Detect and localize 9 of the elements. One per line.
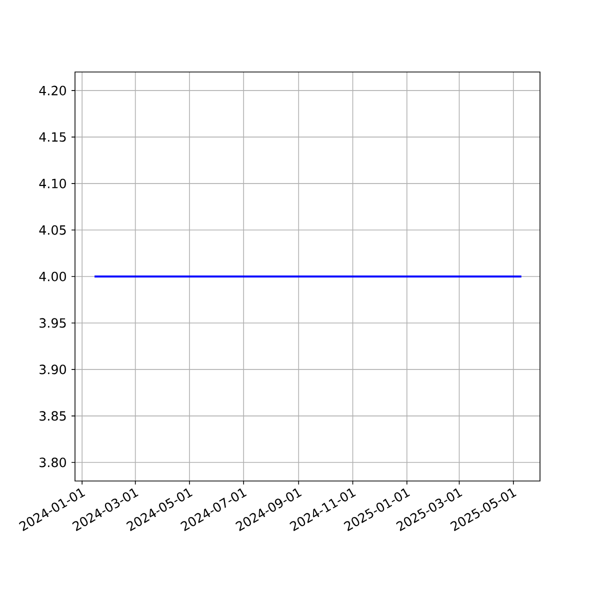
y-tick-label: 4.05 xyxy=(39,225,66,235)
y-tick-label: 3.90 xyxy=(40,364,66,374)
y-tick-label: 4.10 xyxy=(39,178,66,188)
y-tick-label: 4.15 xyxy=(39,132,66,142)
y-tick-label: 4.00 xyxy=(39,272,66,282)
y-tick-label: 3.80 xyxy=(40,458,66,468)
y-tick-label: 3.95 xyxy=(40,318,66,328)
y-tick-label: 4.20 xyxy=(39,86,66,96)
y-tick-label: 3.85 xyxy=(40,411,66,421)
